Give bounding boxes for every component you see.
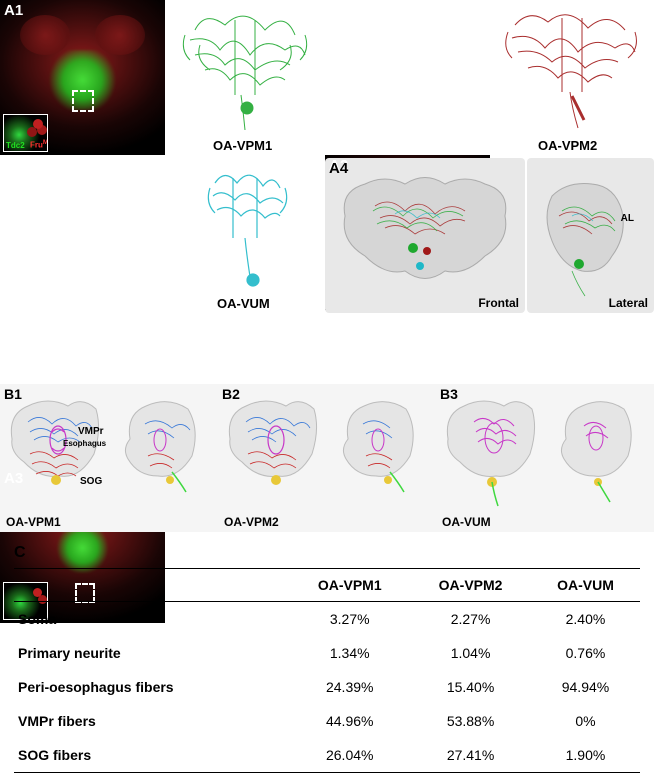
inset-tdc2-label: Tdc2 bbox=[6, 141, 25, 150]
trace-svg bbox=[165, 158, 325, 298]
panel-a4-lateral: AL Lateral bbox=[527, 158, 654, 313]
panel-row-a: Tdc2 FruM A1 OA-VPM1 bbox=[0, 0, 654, 380]
cell: 26.04% bbox=[289, 738, 410, 773]
panel-a4-frontal: A4 Frontal bbox=[325, 158, 525, 313]
panel-b1: B1 bbox=[0, 384, 218, 532]
b2-label: B2 bbox=[222, 386, 240, 402]
anno-esophagus: Esophagus bbox=[63, 439, 106, 448]
cell: 1.90% bbox=[531, 738, 640, 773]
b1-name: OA-VPM1 bbox=[6, 515, 61, 529]
cell: 3.27% bbox=[289, 602, 410, 637]
cell: 2.40% bbox=[531, 602, 640, 637]
col-vpm2: OA-VPM2 bbox=[410, 569, 531, 602]
table-row: Primary neurite 1.34% 1.04% 0.76% bbox=[14, 636, 640, 670]
col-vum: OA-VUM bbox=[531, 569, 640, 602]
cell: 0.76% bbox=[531, 636, 640, 670]
cell: 2.27% bbox=[410, 602, 531, 637]
row-label: SOG fibers bbox=[14, 738, 289, 773]
a4-frontal-label: Frontal bbox=[478, 296, 519, 310]
row-label: Primary neurite bbox=[14, 636, 289, 670]
table-row: VMPr fibers 44.96% 53.88% 0% bbox=[14, 704, 640, 738]
trace-svg bbox=[490, 0, 654, 140]
anno-vmpr: VMPr bbox=[78, 426, 104, 437]
b2-name: OA-VPM2 bbox=[224, 515, 279, 529]
trace-a3-name: OA-VUM bbox=[217, 296, 270, 311]
red-dots bbox=[33, 119, 43, 129]
trace-svg bbox=[165, 0, 325, 140]
data-table: OA-VPM1 OA-VPM2 OA-VUM Soma 3.27% 2.27% … bbox=[14, 568, 640, 773]
cell: 24.39% bbox=[289, 670, 410, 704]
cell: 44.96% bbox=[289, 704, 410, 738]
table-row: Soma 3.27% 2.27% 2.40% bbox=[14, 602, 640, 637]
a4-lateral-label: Lateral bbox=[609, 296, 648, 310]
cell: 53.88% bbox=[410, 704, 531, 738]
panel-a1-label: A1 bbox=[4, 2, 23, 19]
anno-sog: SOG bbox=[80, 476, 102, 487]
b1-label: B1 bbox=[4, 386, 22, 402]
panel-a3-label: A3 bbox=[4, 470, 23, 487]
trace-a2-name: OA-VPM2 bbox=[538, 138, 597, 153]
cell: 1.04% bbox=[410, 636, 531, 670]
panel-b2: B2 bbox=[218, 384, 436, 532]
table-section-c: C OA-VPM1 OA-VPM2 OA-VUM Soma 3.27% 2.27… bbox=[0, 536, 654, 773]
b3-svg bbox=[436, 384, 654, 532]
roi-box bbox=[72, 90, 94, 112]
col-vpm1: OA-VPM1 bbox=[289, 569, 410, 602]
brain-outline-frontal bbox=[325, 166, 525, 306]
row-label: VMPr fibers bbox=[14, 704, 289, 738]
cell: 0% bbox=[531, 704, 640, 738]
table-row: SOG fibers 26.04% 27.41% 1.90% bbox=[14, 738, 640, 773]
inset-a1: Tdc2 FruM bbox=[3, 114, 48, 152]
b3-label: B3 bbox=[440, 386, 458, 402]
col-blank bbox=[14, 569, 289, 602]
b3-name: OA-VUM bbox=[442, 515, 491, 529]
cell: 1.34% bbox=[289, 636, 410, 670]
brain-outline-lateral bbox=[527, 166, 654, 306]
table-row: Peri-oesophagus fibers 24.39% 15.40% 94.… bbox=[14, 670, 640, 704]
cell: 27.41% bbox=[410, 738, 531, 773]
b1-svg bbox=[0, 384, 218, 532]
b2-svg bbox=[218, 384, 436, 532]
lobe bbox=[95, 15, 145, 55]
cell: 15.40% bbox=[410, 670, 531, 704]
row-label: Peri-oesophagus fibers bbox=[14, 670, 289, 704]
inset-fru-label: FruM bbox=[30, 139, 48, 150]
panel-a3-trace: OA-VUM bbox=[165, 158, 325, 313]
panel-a4-label: A4 bbox=[329, 160, 348, 177]
a4-al-label: AL bbox=[621, 213, 634, 224]
panel-a1-trace: OA-VPM1 bbox=[165, 0, 325, 155]
panel-b3: B3 OA-VUM bbox=[436, 384, 654, 532]
panel-a1-micrograph: Tdc2 FruM A1 bbox=[0, 0, 165, 155]
panel-a2-trace: OA-VPM2 bbox=[490, 0, 654, 155]
row-label: Soma bbox=[14, 602, 289, 637]
table-header-row: OA-VPM1 OA-VPM2 OA-VUM bbox=[14, 569, 640, 602]
cell: 94.94% bbox=[531, 670, 640, 704]
c-label: C bbox=[14, 544, 640, 562]
lobe bbox=[20, 15, 70, 55]
panel-row-b: B1 bbox=[0, 384, 654, 534]
trace-a1-name: OA-VPM1 bbox=[213, 138, 272, 153]
